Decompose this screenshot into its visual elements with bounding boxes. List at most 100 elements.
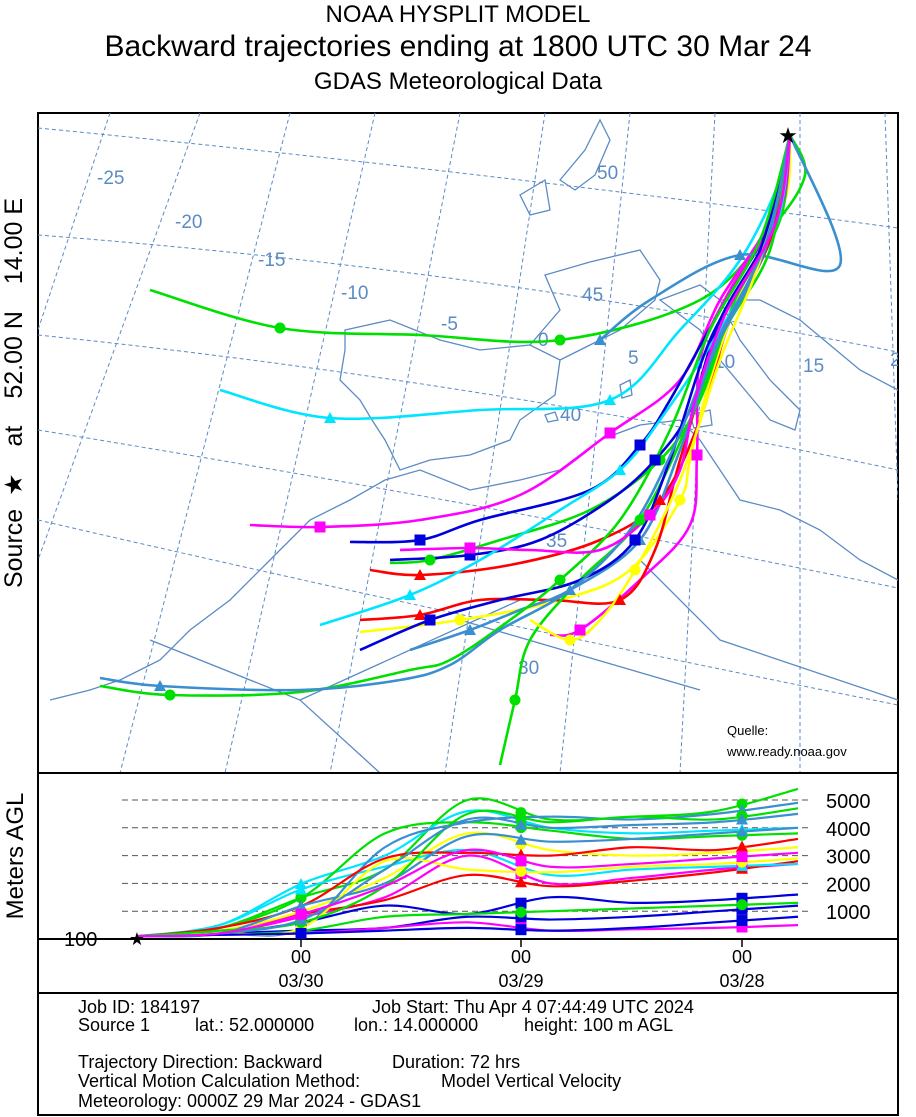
trajectory-marker (734, 249, 746, 260)
trajectory-marker (154, 680, 166, 691)
height-trajectory (136, 837, 799, 938)
trajectory-marker (464, 549, 476, 561)
trajectory-path (99, 134, 792, 697)
source-star-map: ★ (778, 123, 798, 148)
height-ylabel: Meters AGL (2, 793, 29, 920)
height-marker (515, 865, 527, 877)
height-marker (736, 813, 748, 825)
lat-line-45 (38, 234, 898, 353)
trajectory-path (99, 134, 792, 692)
trajectory-marker (564, 634, 576, 646)
chart-title: NOAA HYSPLIT MODEL (325, 1, 591, 28)
chart-subtitle: Backward trajectories ending at 1800 UTC… (104, 30, 812, 63)
height-marker (515, 906, 527, 918)
lon-label: -20 (175, 212, 202, 233)
height-gridlines (122, 799, 810, 912)
trajectory-marker (424, 614, 436, 626)
job-start: Job Start: Thu Apr 4 07:44:49 UTC 2024 (372, 997, 694, 1017)
lon-line-m20 (38, 113, 201, 561)
height-tick-label: 2000 (826, 874, 871, 896)
height-marker (515, 913, 527, 925)
vertical-motion-label: Vertical Motion Calculation Method: (78, 1071, 360, 1091)
coast-iberia (339, 319, 561, 471)
lon-line-m15 (119, 113, 291, 773)
height-panel: 5000 4000 3000 2000 1000 00 03/30 00 03/29 00 03/… (2, 772, 899, 994)
date-label: 03/28 (719, 971, 764, 991)
trajectory-marker (634, 514, 646, 526)
side-label-lat: 52.00 N (0, 311, 28, 399)
height-trajectory (136, 812, 799, 938)
lon-line-m25 (38, 113, 111, 331)
lat-label: 30 (518, 658, 539, 679)
lat-label: 35 (546, 531, 567, 552)
height-marker (736, 915, 748, 927)
trajectory-marker (634, 439, 646, 451)
height-marker (295, 892, 307, 904)
credit-url[interactable]: www.ready.noaa.gov (726, 744, 847, 759)
coast-france (529, 249, 661, 361)
height-trajectory (136, 915, 799, 938)
source-star-height: ★ (129, 929, 145, 949)
trajectory-marker (594, 334, 606, 345)
lon-line-20 (884, 113, 898, 501)
trajectories-map (99, 134, 843, 766)
height-tick-label: 4000 (826, 819, 871, 841)
lat-label: 45 (582, 285, 603, 306)
svg-text:Source ★ at: Source ★ at 52.00 N 14.00 E (0, 198, 28, 588)
trajectory-marker (454, 614, 466, 626)
time-label: 00 (511, 947, 531, 967)
height-marker (515, 818, 527, 830)
height-marker (515, 876, 527, 888)
trajectory-marker (554, 574, 566, 586)
height-base-label: 100 (64, 929, 97, 951)
map-frame (37, 112, 899, 774)
meteorology: Meteorology: 0000Z 29 Mar 2024 - GDAS1 (78, 1091, 421, 1111)
height-tick-label: 5000 (826, 791, 871, 813)
lat-line-30 (38, 519, 898, 706)
trajectory-marker (629, 564, 641, 576)
date-label: 03/30 (278, 971, 323, 991)
lon-label: -5 (441, 314, 458, 335)
lon-label: -25 (97, 168, 124, 189)
data-source-label: GDAS Meteorological Data (313, 68, 603, 95)
trajectory-marker (424, 554, 436, 566)
trajectory-duration: Duration: 72 hrs (392, 1052, 520, 1072)
trajectory-marker (654, 494, 666, 505)
info-panel: Job ID: 184197 Job Start: Thu Apr 4 07:4… (37, 992, 899, 1116)
time-label: 00 (732, 947, 752, 967)
trajectory-path (399, 134, 792, 554)
height-marker (736, 851, 748, 863)
height-trajectory (136, 831, 799, 938)
trajectory-marker (324, 412, 336, 423)
source-lat: lat.: 52.000000 (195, 1015, 314, 1035)
trajectory-marker (644, 509, 656, 521)
height-trajectory (136, 848, 799, 938)
trajectory-marker (604, 427, 616, 439)
height-marker (515, 924, 527, 936)
height-marker (736, 840, 748, 852)
height-tick-label: 1000 (826, 902, 871, 924)
source-star-map-glyph: ★ (778, 123, 798, 148)
trajectory-marker (164, 689, 176, 701)
longitude-labels: -25-20-15-10-505 10 15 20 (97, 168, 911, 377)
source-height: height: 100 m AGL (524, 1015, 673, 1035)
trajectory-marker (614, 464, 626, 475)
trajectory-marker (414, 534, 426, 546)
height-marker (295, 927, 307, 939)
trajectory-marker (691, 449, 703, 461)
height-marker (736, 825, 748, 837)
lon-label: 20 (890, 350, 911, 371)
lon-line-m5 (329, 113, 461, 773)
height-marker (295, 908, 307, 920)
trajectory-marker (509, 694, 521, 706)
height-trajectory (136, 904, 799, 938)
height-tick-label: 3000 (826, 847, 871, 869)
source-number: Source 1 (78, 1015, 150, 1035)
height-marker (295, 883, 307, 895)
height-tick-labels: 5000 4000 3000 2000 1000 (826, 791, 871, 924)
side-label-star: ★ (0, 473, 28, 495)
trajectory-marker (564, 584, 576, 595)
trajectory-marker (649, 454, 661, 466)
trajectory-marker (404, 589, 416, 600)
trajectory-marker (414, 569, 426, 580)
